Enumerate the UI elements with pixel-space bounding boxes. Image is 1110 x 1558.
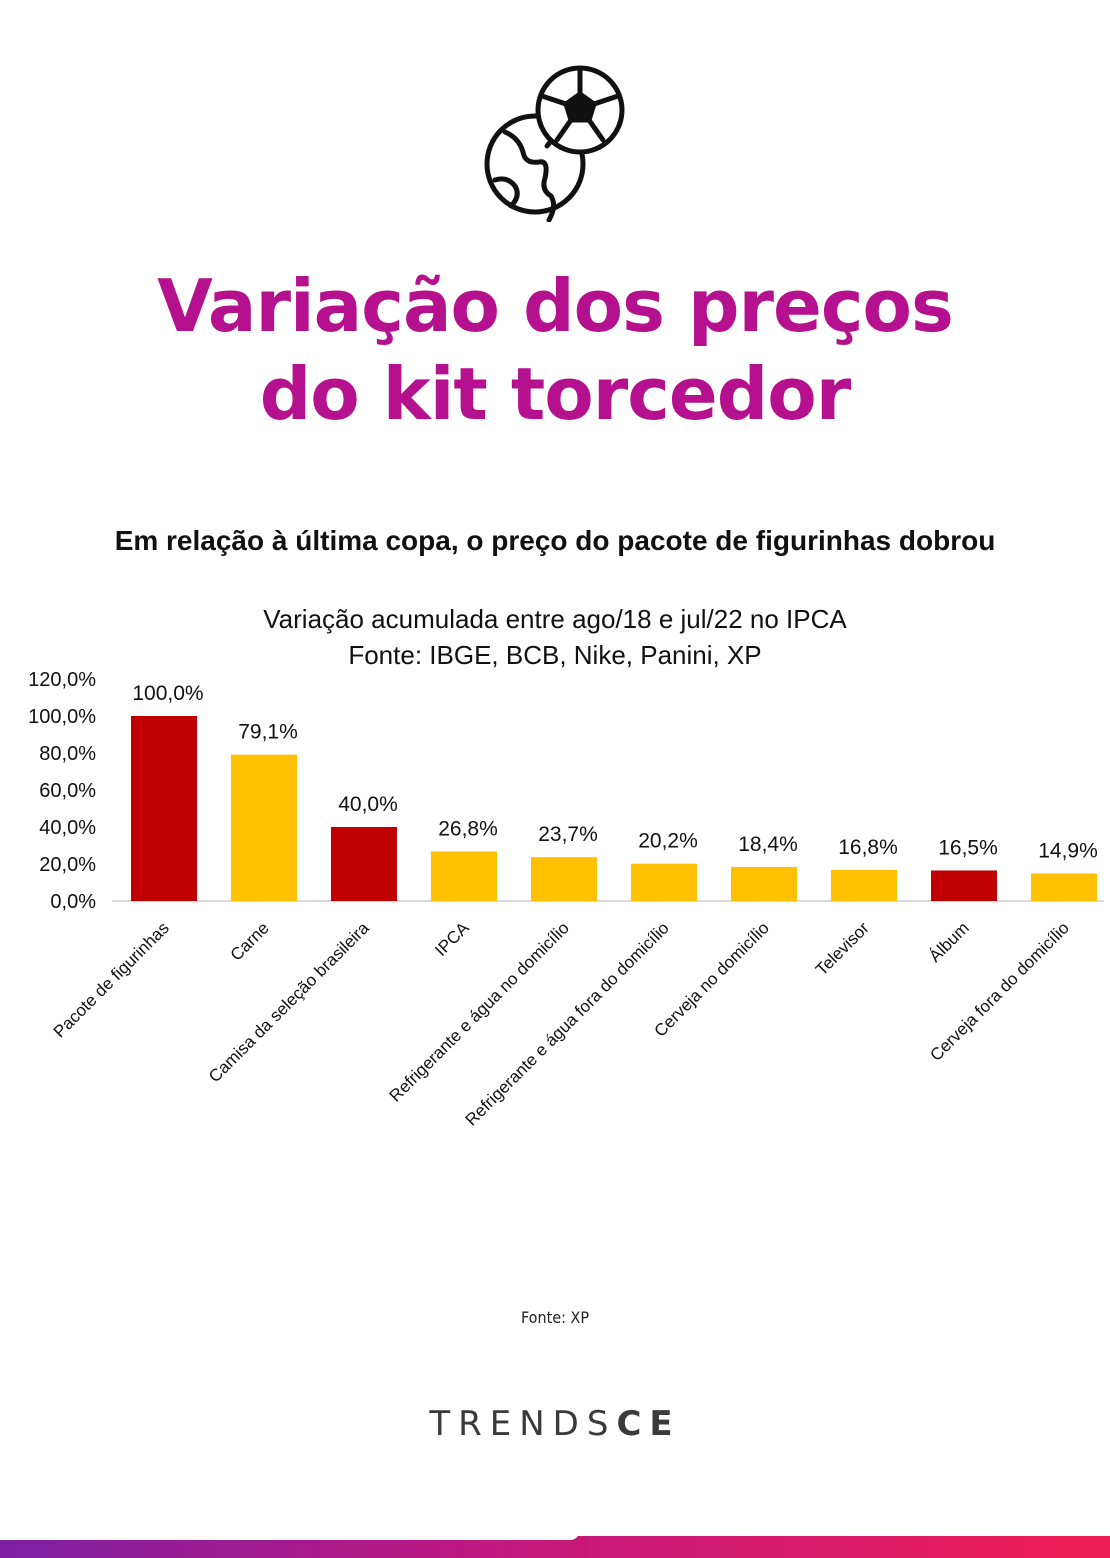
bar	[431, 851, 497, 901]
bar	[631, 863, 697, 901]
category-label: Carne	[227, 918, 273, 964]
globe-soccer-ball-icon	[484, 65, 625, 222]
y-tick-label: 40,0%	[39, 817, 96, 839]
y-tick-label: 0,0%	[50, 891, 96, 913]
category-label: Pacote de figurinhas	[50, 918, 173, 1041]
bar	[931, 870, 997, 901]
category-label: Cerveja no domicílio	[650, 918, 772, 1040]
data-label: 18,4%	[738, 833, 798, 856]
bar	[1031, 873, 1097, 901]
bar	[331, 827, 397, 901]
data-label: 79,1%	[238, 721, 298, 744]
bar	[231, 754, 297, 901]
bar	[131, 716, 197, 901]
category-label: Álbum	[925, 918, 973, 966]
data-label: 16,5%	[938, 836, 998, 859]
category-label: Televisor	[812, 918, 873, 979]
bar-chart: 0,0% 20,0% 40,0% 60,0% 80,0% 100,0% 120,0% 100,…	[28, 669, 1104, 1130]
category-label: Camisa da seleção brasileira	[205, 918, 373, 1086]
data-label: 23,7%	[538, 823, 598, 846]
data-label: 16,8%	[838, 836, 898, 859]
category-label: IPCA	[431, 918, 473, 960]
y-tick-label: 60,0%	[39, 780, 96, 802]
bar	[531, 857, 597, 901]
y-tick-label: 80,0%	[39, 743, 96, 765]
data-label: 100,0%	[132, 682, 203, 705]
brand-logo: TRENDSCE	[0, 1404, 1110, 1444]
chart-title: Em relação à última copa, o preço do pac…	[114, 525, 996, 556]
data-label: 20,2%	[638, 830, 698, 853]
category-label: Refrigerante e água no domicílio	[386, 918, 573, 1105]
brand-logo-bold: CE	[616, 1404, 681, 1444]
category-label: Refrigerante e água fora do domicílio	[462, 918, 673, 1129]
y-tick-label: 20,0%	[39, 854, 96, 876]
chart-subtitle: Variação acumulada entre ago/18 e jul/22…	[263, 604, 847, 634]
chart-source: Fonte: IBGE, BCB, Nike, Panini, XP	[348, 640, 762, 670]
y-tick-label: 120,0%	[28, 669, 96, 691]
bar	[831, 869, 897, 901]
page-title: Variação dos preços do kit torcedor	[157, 264, 954, 436]
bottom-gradient-bar	[0, 1530, 1110, 1558]
data-label: 14,9%	[1038, 839, 1098, 862]
data-label: 40,0%	[338, 793, 398, 816]
bar	[731, 866, 797, 901]
y-tick-label: 100,0%	[28, 706, 96, 728]
globe-icon	[484, 113, 586, 215]
data-label: 26,8%	[438, 817, 498, 840]
footnote: Fonte: XP	[520, 1308, 590, 1327]
brand-logo-light: TRENDS	[429, 1404, 617, 1444]
